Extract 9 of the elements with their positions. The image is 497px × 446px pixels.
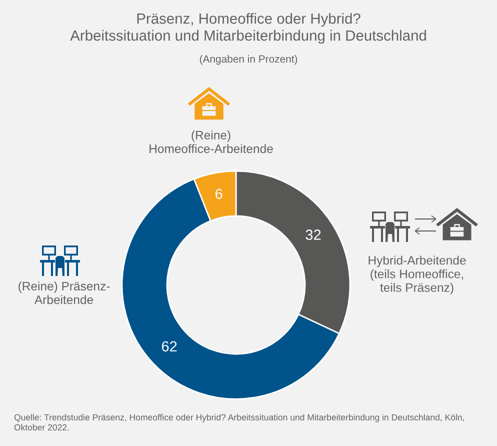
data-label: 32 (306, 230, 321, 240)
source-note: Quelle: Trendstudie Präsenz, Homeoffice oder Hybrid? Arbeitssituation und Mitarbeiterbindung in Deutschland, Köln, Oktober 2022. (14, 414, 464, 430)
data-label: 62 (162, 341, 177, 352)
chart-subtitle: (Angaben in Prozent) (200, 55, 298, 65)
chart-title: Präsenz, Homeoffice oder Hybrid? Arbeitssituation und Mitarbeiterbindung in Deutschland (70, 13, 426, 44)
slice-label: (Reine) Homeoffice-Arbeitende (150, 130, 273, 154)
slice-label: (Reine) Präsenz- Arbeitende (18, 282, 110, 304)
slice-label: Hybrid-Arbeitende (teils Homeoffice, teils Präsenz) (368, 256, 466, 294)
data-label: 6 (216, 188, 222, 200)
